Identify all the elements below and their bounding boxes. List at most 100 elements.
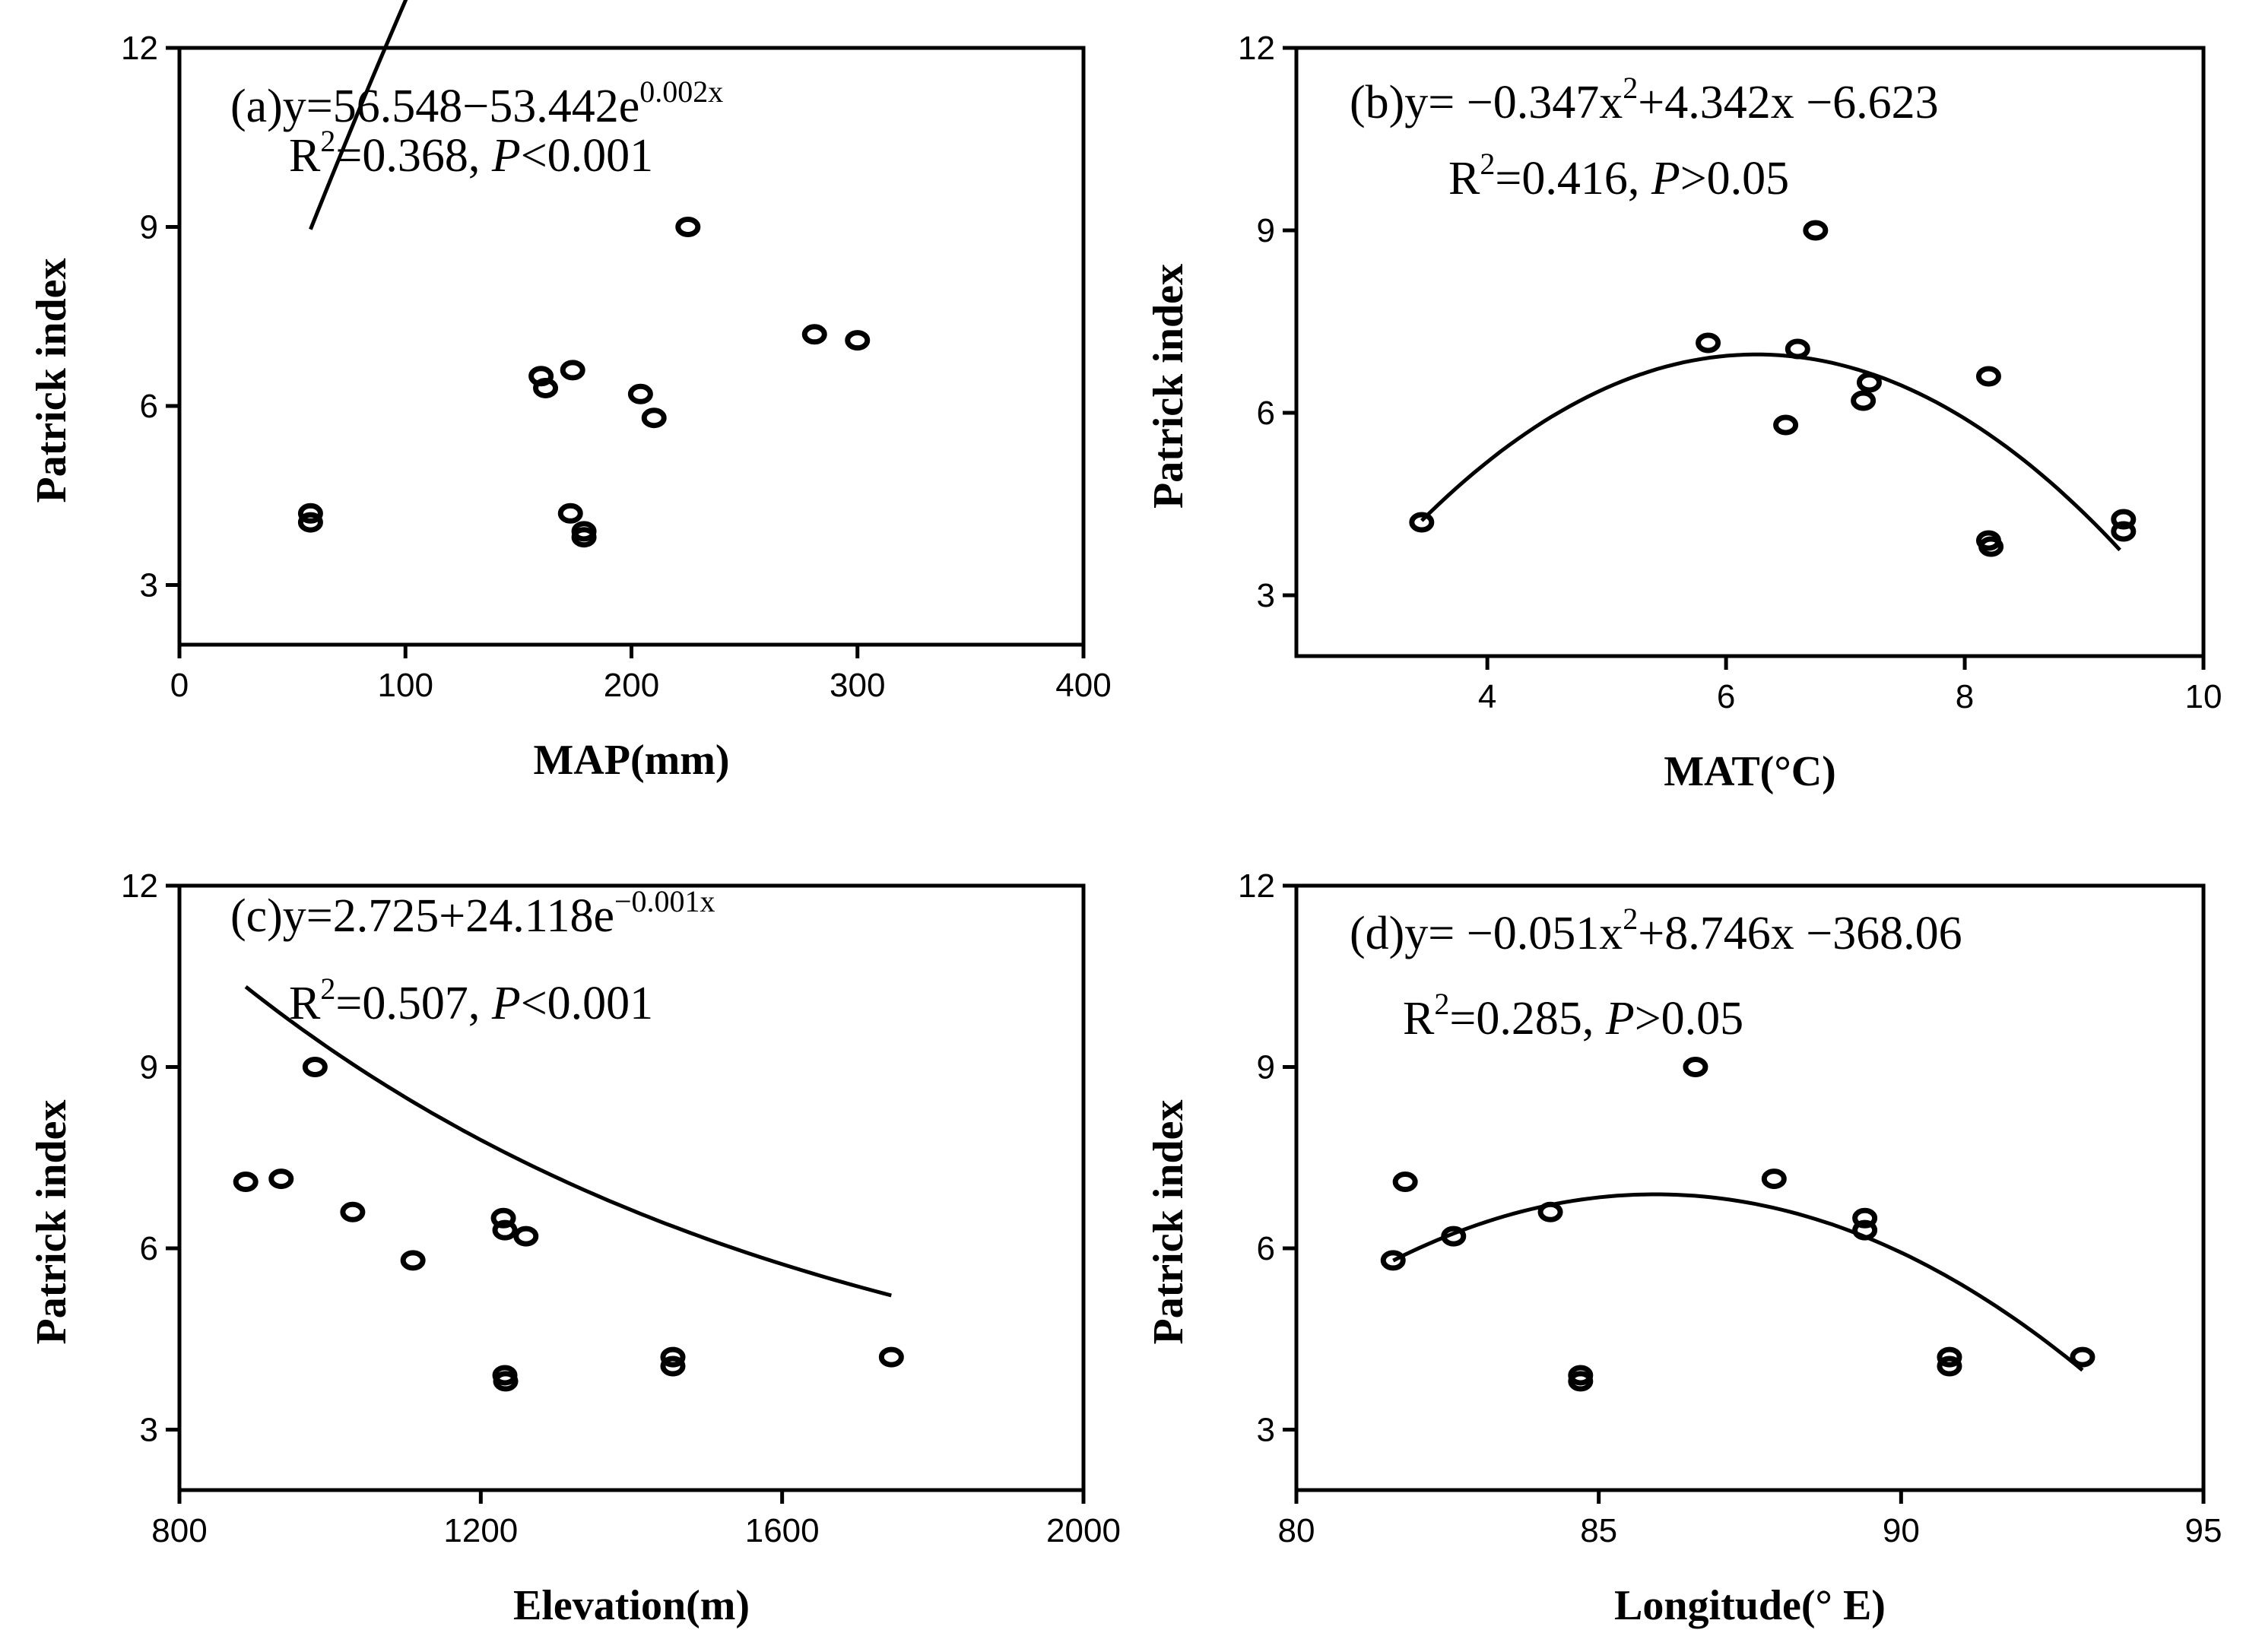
x-tick-label: 200 <box>604 667 659 704</box>
data-point <box>1937 1356 1962 1377</box>
x-axis-title: MAP(mm) <box>533 737 729 784</box>
data-point <box>490 1207 516 1229</box>
fit-curve <box>1392 1192 2084 1372</box>
y-tick-label: 12 <box>1238 30 1275 67</box>
y-tick-label: 3 <box>140 567 158 604</box>
x-tick-label: 2000 <box>1046 1512 1121 1549</box>
data-point <box>641 407 667 429</box>
data-point <box>340 1201 366 1222</box>
regression-equation: (c)y=2.725+24.118e−0.001x <box>230 884 715 942</box>
data-point <box>1441 1226 1467 1247</box>
data-point <box>1978 536 2004 557</box>
data-point <box>1937 1346 1962 1368</box>
x-tick-label: 400 <box>1055 667 1111 704</box>
data-point <box>1785 338 1810 360</box>
y-tick-label: 6 <box>140 388 158 425</box>
y-tick-label: 3 <box>1257 577 1275 614</box>
data-point <box>660 1346 686 1368</box>
data-point <box>1537 1201 1563 1222</box>
y-tick-label: 9 <box>140 1049 158 1086</box>
data-point <box>1761 1168 1787 1190</box>
data-point <box>1409 512 1435 533</box>
data-point <box>297 503 323 524</box>
data-point <box>1803 220 1829 241</box>
x-axis-title: MAT(°C) <box>1664 748 1836 795</box>
y-tick-label: 9 <box>140 209 158 246</box>
data-point <box>627 383 653 404</box>
panel-b: 4 6 8 10 3 6 9 12 MAT(°C) Patrick index (b)y= −0.3… <box>1145 30 2222 795</box>
x-tick-label: 4 <box>1478 678 1496 715</box>
y-axis-title: Patrick index <box>1145 1100 1192 1345</box>
data-point <box>302 1057 328 1077</box>
r-squared-p-value: R2=0.416, P>0.05 <box>1448 147 1789 205</box>
x-tick-label: 0 <box>170 667 189 704</box>
x-tick-label: 8 <box>1956 678 1974 715</box>
data-point <box>1683 1057 1708 1077</box>
data-point <box>1851 390 1877 411</box>
data-point <box>492 1219 518 1241</box>
data-point <box>560 360 585 381</box>
plot-frame <box>1294 46 2206 658</box>
x-tick-label: 1200 <box>443 1512 518 1549</box>
panel-c: 800 1200 1600 2000 3 6 9 12 Elevation(m) Patrick … <box>28 867 1121 1629</box>
x-tick-label: 90 <box>1883 1512 1920 1549</box>
data-point <box>878 1346 904 1368</box>
data-point <box>675 217 701 237</box>
data-point <box>1568 1371 1594 1392</box>
x-tick-label: 100 <box>378 667 433 704</box>
y-axis-title: Patrick index <box>28 1100 75 1345</box>
data-point <box>801 324 827 345</box>
data-point <box>2111 521 2137 542</box>
data-point <box>2070 1346 2095 1368</box>
x-tick-label: 10 <box>2185 678 2222 715</box>
y-axis-title: Patrick index <box>28 258 75 503</box>
y-tick-label: 9 <box>1257 1049 1275 1086</box>
data-point <box>1392 1172 1418 1193</box>
x-tick-label: 80 <box>1278 1512 1315 1549</box>
r-squared-p-value: R2=0.285, P>0.05 <box>1403 987 1743 1045</box>
x-tick-label: 1600 <box>745 1512 820 1549</box>
y-tick-label: 12 <box>121 867 158 905</box>
plot-frame <box>177 883 1086 1492</box>
y-tick-label: 12 <box>1238 867 1275 905</box>
data-point <box>1773 414 1799 436</box>
data-point <box>268 1168 294 1190</box>
y-tick-label: 3 <box>140 1412 158 1449</box>
data-point <box>2111 509 2137 530</box>
data-point <box>1852 1219 1878 1241</box>
x-tick-label: 6 <box>1717 678 1735 715</box>
data-point <box>557 503 583 524</box>
data-point <box>533 377 559 398</box>
panel-a: 0 100 200 300 400 3 6 9 12 MAP(mm) Patrick index (a… <box>28 0 1112 784</box>
data-point <box>513 1226 539 1247</box>
r-squared-p-value: R2=0.368, P<0.001 <box>289 124 653 182</box>
data-point <box>493 1371 519 1392</box>
y-tick-label: 6 <box>1257 395 1275 432</box>
y-tick-label: 12 <box>121 30 158 67</box>
plot-frame <box>1294 883 2206 1492</box>
data-point <box>1856 372 1882 393</box>
data-point <box>297 512 323 533</box>
y-tick-label: 3 <box>1257 1412 1275 1449</box>
x-tick-label: 95 <box>2185 1512 2222 1549</box>
fit-curve <box>244 985 892 1298</box>
panel-d: 80 85 90 95 3 6 9 12 Longitude(° E) Patrick index… <box>1145 867 2222 1629</box>
x-tick-label: 300 <box>830 667 885 704</box>
x-tick-label: 85 <box>1580 1512 1617 1549</box>
y-tick-label: 6 <box>140 1230 158 1267</box>
data-point <box>233 1172 259 1193</box>
x-axis-title: Elevation(m) <box>513 1582 750 1629</box>
fit-curve <box>309 0 408 230</box>
data-point <box>660 1356 686 1377</box>
data-point <box>1852 1207 1878 1229</box>
x-axis-title: Longitude(° E) <box>1614 1582 1886 1629</box>
r-squared-p-value: R2=0.507, P<0.001 <box>289 972 653 1029</box>
x-tick-label: 800 <box>151 1512 207 1549</box>
data-point <box>571 527 597 548</box>
y-tick-label: 9 <box>1257 212 1275 249</box>
y-axis-title: Patrick index <box>1145 264 1192 509</box>
data-point <box>1380 1250 1406 1271</box>
data-point <box>845 330 871 351</box>
regression-equation: (b)y= −0.347x2+4.342x −6.623 <box>1350 71 1939 128</box>
